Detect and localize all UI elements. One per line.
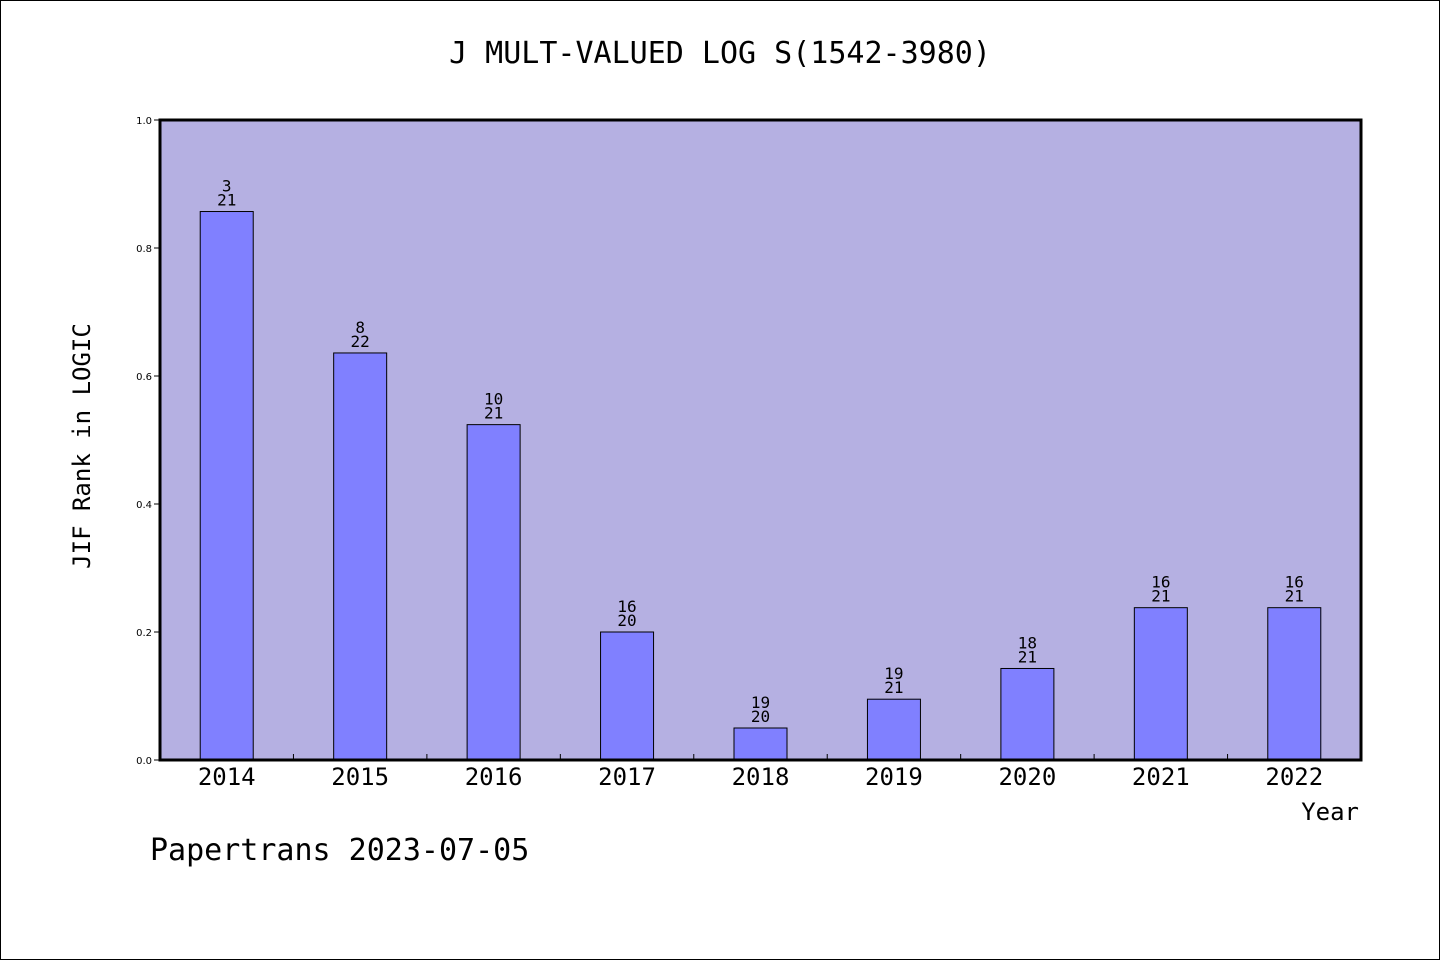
- y-axis: 0.0 0.2 0.4 0.6 0.8 1.0: [136, 116, 160, 767]
- x-tick-label: 2014: [198, 763, 256, 791]
- bar-label-total: 21: [484, 404, 503, 423]
- chart-title: J MULT-VALUED LOG S(1542-3980): [449, 36, 991, 71]
- bar: [1133, 607, 1188, 761]
- bar-label-rank: 8: [355, 318, 365, 337]
- bar-label-rank: 18: [1018, 633, 1037, 652]
- bar: [466, 424, 521, 761]
- bar-label-rank: 10: [484, 390, 503, 409]
- x-tick-label: 2022: [1265, 763, 1323, 791]
- x-axis-title: Year: [1301, 798, 1359, 826]
- bar-label-rank: 16: [1285, 573, 1304, 592]
- x-tick-label: 2017: [598, 763, 656, 791]
- x-tick-label: 2015: [331, 763, 389, 791]
- y-tick-label: 0.2: [136, 628, 152, 639]
- bar: [866, 698, 921, 761]
- x-axis: 2014 2015 2016 2017 2018 2019 2020 2021 2022: [198, 754, 1323, 791]
- bar: [600, 631, 655, 761]
- y-tick-label: 1.0: [136, 116, 152, 127]
- x-tick-label: 2018: [732, 763, 790, 791]
- footer-text: Papertrans 2023-07-05: [150, 833, 530, 868]
- x-tick-label: 2016: [465, 763, 523, 791]
- bar-label-total: 21: [217, 191, 236, 210]
- bar: [1000, 667, 1055, 761]
- bar: [733, 727, 788, 761]
- bar-label-rank: 16: [617, 597, 636, 616]
- x-tick-label: 2021: [1132, 763, 1190, 791]
- bar-label-total: 21: [1285, 587, 1304, 606]
- bar: [1267, 607, 1322, 761]
- bar-label-total: 21: [1151, 587, 1170, 606]
- y-tick-label: 0.6: [136, 372, 152, 383]
- bar-label-rank: 19: [884, 664, 903, 683]
- y-tick-label: 0.0: [136, 756, 152, 767]
- x-tick-label: 2019: [865, 763, 923, 791]
- bar-label-rank: 19: [751, 693, 770, 712]
- bar-label-total: 21: [1018, 647, 1037, 666]
- bar-label-total: 22: [351, 332, 370, 351]
- bar-label-total: 21: [884, 678, 903, 697]
- bar-label-rank: 3: [222, 177, 232, 196]
- bar-label-total: 20: [617, 611, 636, 630]
- y-axis-title: JIF Rank in LOGIC: [68, 323, 96, 569]
- bar: [199, 211, 254, 761]
- bar-label-total: 20: [751, 707, 770, 726]
- y-tick-label: 0.4: [136, 500, 152, 511]
- y-tick-label: 0.8: [136, 244, 152, 255]
- x-tick-label: 2020: [998, 763, 1056, 791]
- plot-border: [158, 118, 1363, 762]
- bar-label-rank: 16: [1151, 573, 1170, 592]
- bar: [333, 352, 388, 761]
